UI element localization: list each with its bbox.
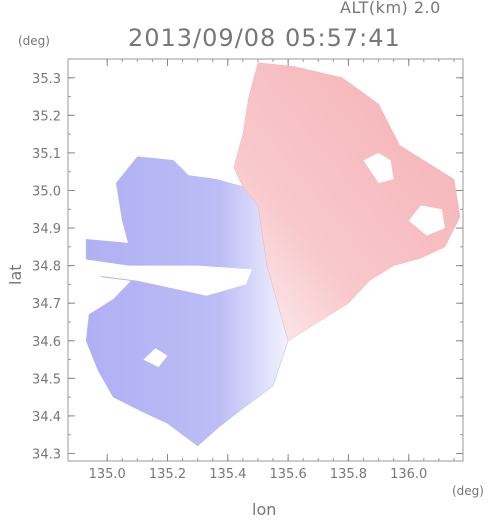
y-tick-label: 35.2 bbox=[32, 109, 61, 124]
x-tick-label: 135.4 bbox=[209, 467, 246, 482]
x-axis-label: lon bbox=[252, 500, 277, 519]
y-tick-label: 35.0 bbox=[32, 184, 61, 199]
data-gaps bbox=[77, 152, 445, 368]
x-tick-label: 135.0 bbox=[89, 467, 126, 482]
plot-frame bbox=[67, 58, 464, 462]
y-tick-label: 34.6 bbox=[32, 335, 61, 350]
x-tick-label: 136.0 bbox=[390, 467, 427, 482]
gap-area bbox=[143, 348, 168, 368]
y-tick-label: 35.1 bbox=[32, 147, 61, 162]
data-regions bbox=[85, 62, 461, 447]
y-tick-label: 34.3 bbox=[32, 447, 61, 462]
region-positive-east bbox=[233, 62, 461, 342]
x-unit-label: (deg) bbox=[452, 484, 484, 498]
region-negative-west bbox=[85, 156, 289, 447]
y-tick-label: 34.5 bbox=[32, 372, 61, 387]
timestamp-title: 2013/09/08 05:57:41 bbox=[128, 24, 401, 52]
y-tick-label: 35.3 bbox=[32, 72, 61, 87]
y-tick-label: 34.9 bbox=[32, 222, 61, 237]
x-tick-label: 135.8 bbox=[330, 467, 367, 482]
y-tick-label: 34.8 bbox=[32, 260, 61, 275]
y-unit-label: (deg) bbox=[18, 34, 50, 48]
x-tick-label: 135.6 bbox=[270, 467, 307, 482]
altitude-label: ALT(km) 2.0 bbox=[340, 0, 441, 17]
gap-area bbox=[408, 205, 445, 236]
gap-area bbox=[363, 152, 394, 183]
y-tick-label: 34.4 bbox=[32, 410, 61, 425]
gap-area bbox=[77, 258, 252, 296]
x-tick-label: 135.2 bbox=[149, 467, 186, 482]
y-tick-label: 34.7 bbox=[32, 297, 61, 312]
axis-ticks: 135.0 135.2 135.4 135.6 135.8 136.0 34.3 34.4 34… bbox=[32, 58, 463, 482]
